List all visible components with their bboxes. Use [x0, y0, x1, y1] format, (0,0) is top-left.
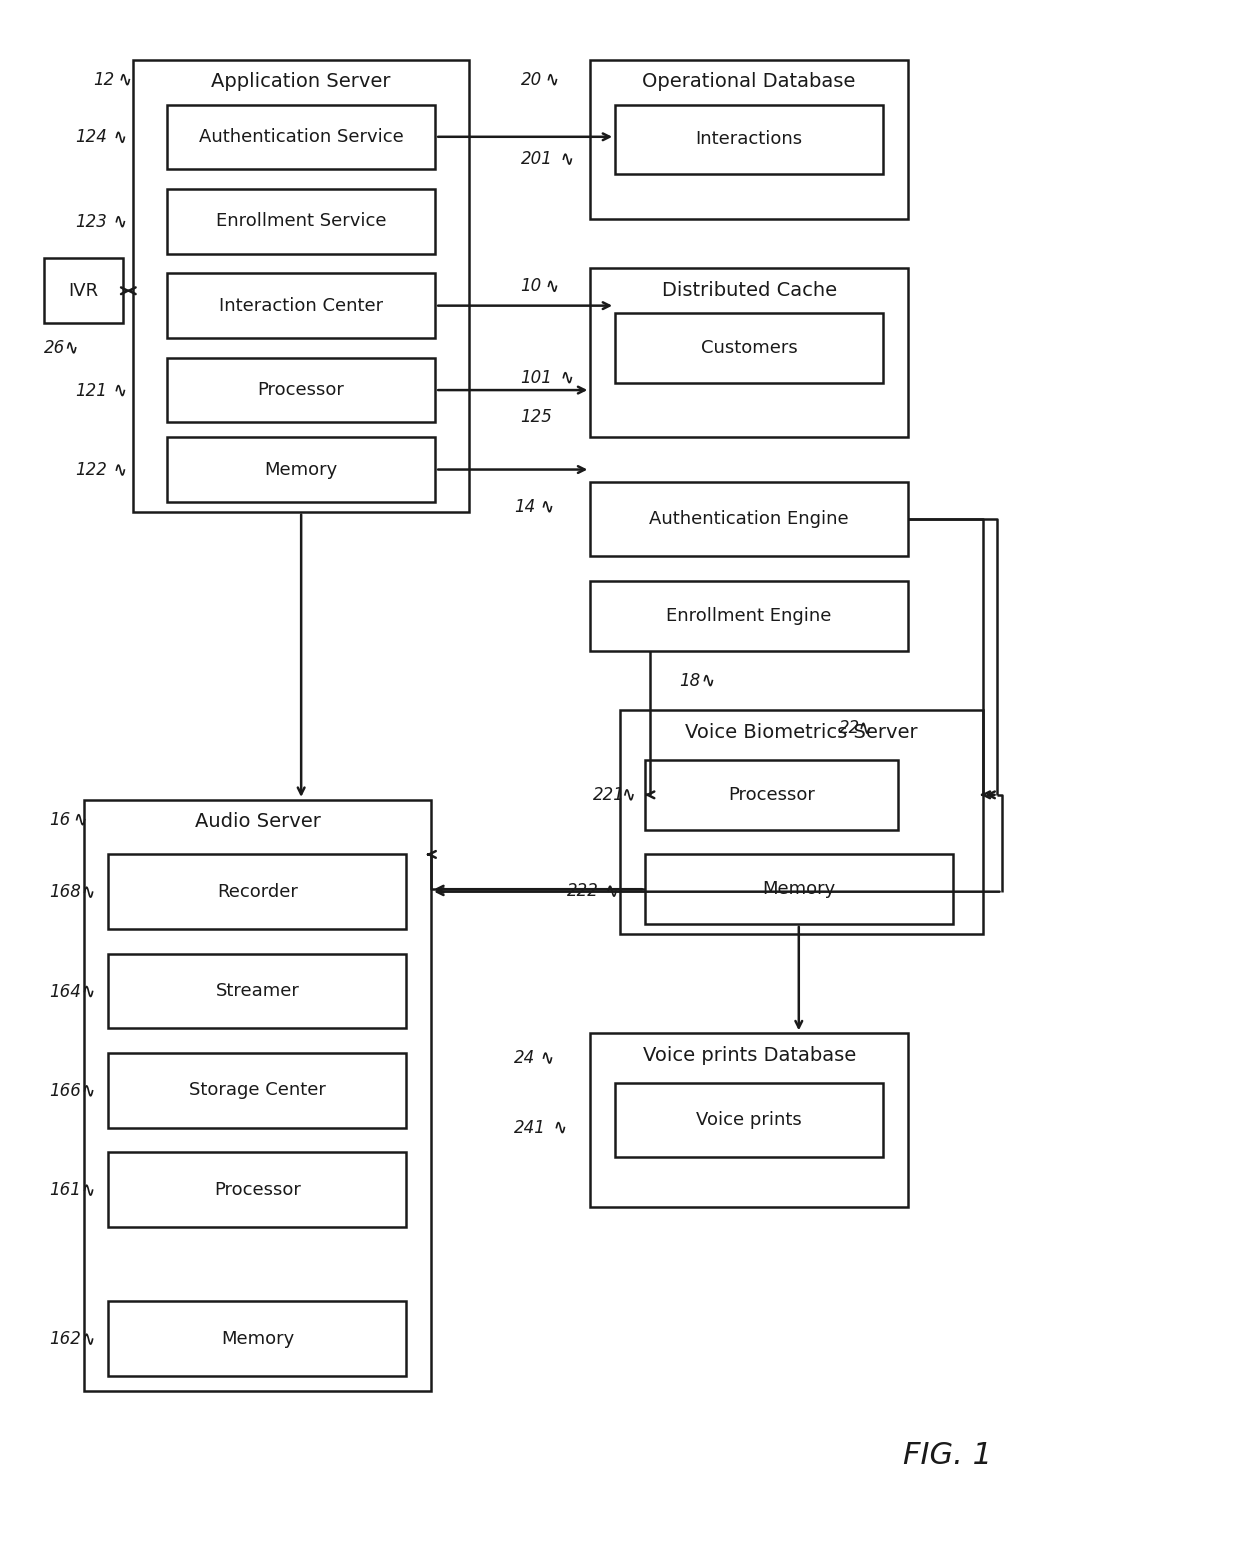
Bar [615, 313, 883, 382]
Bar [645, 854, 952, 924]
Text: 222: 222 [568, 882, 599, 901]
Text: 12: 12 [93, 71, 115, 89]
Text: 161: 161 [48, 1181, 81, 1200]
Text: Customers: Customers [701, 339, 797, 356]
Text: Enrollment Service: Enrollment Service [216, 213, 387, 230]
Bar [43, 259, 123, 322]
Text: 201: 201 [521, 150, 553, 168]
Bar [645, 760, 898, 830]
Bar [108, 1152, 407, 1227]
Text: IVR: IVR [68, 282, 99, 299]
Bar [167, 273, 435, 338]
Text: 164: 164 [48, 982, 81, 1001]
Text: Memory: Memory [763, 880, 836, 897]
Text: Enrollment Engine: Enrollment Engine [666, 608, 832, 625]
Text: 101: 101 [521, 369, 553, 387]
Text: Memory: Memory [264, 461, 337, 478]
Text: Voice prints: Voice prints [696, 1112, 802, 1129]
Text: Streamer: Streamer [216, 982, 299, 1001]
Bar [167, 438, 435, 501]
Text: 121: 121 [76, 381, 108, 399]
Text: Authentication Service: Authentication Service [198, 128, 403, 146]
Text: 20: 20 [521, 71, 542, 89]
Text: Application Server: Application Server [211, 72, 391, 91]
Text: 16: 16 [48, 811, 71, 828]
Text: 14: 14 [513, 498, 534, 515]
Text: 162: 162 [48, 1331, 81, 1348]
Bar [133, 60, 469, 512]
Bar [590, 581, 908, 651]
Bar [83, 800, 432, 1391]
Text: Interactions: Interactions [696, 130, 802, 148]
Text: Distributed Cache: Distributed Cache [662, 281, 837, 299]
Text: Voice Biometrics Server: Voice Biometrics Server [684, 723, 918, 742]
Bar [590, 483, 908, 557]
Text: Audio Server: Audio Server [195, 813, 320, 831]
Bar [167, 190, 435, 253]
Text: 123: 123 [76, 213, 108, 231]
Text: Operational Database: Operational Database [642, 72, 856, 91]
Bar [167, 105, 435, 170]
Bar [590, 1033, 908, 1207]
Text: Recorder: Recorder [217, 882, 298, 901]
Bar [590, 60, 908, 219]
Text: 124: 124 [76, 128, 108, 146]
Bar [615, 1082, 883, 1158]
Text: Processor: Processor [728, 786, 815, 803]
Text: 10: 10 [521, 278, 542, 295]
Bar [108, 1301, 407, 1375]
Text: Processor: Processor [258, 381, 345, 399]
Bar [108, 1053, 407, 1127]
Text: Voice prints Database: Voice prints Database [642, 1045, 856, 1064]
Text: 122: 122 [76, 461, 108, 480]
Bar [108, 954, 407, 1029]
Bar [590, 268, 908, 438]
Text: Processor: Processor [215, 1181, 301, 1198]
Text: 26: 26 [43, 339, 66, 356]
Bar [108, 854, 407, 928]
Text: 166: 166 [48, 1082, 81, 1099]
Text: Authentication Engine: Authentication Engine [650, 510, 849, 529]
Text: Interaction Center: Interaction Center [219, 296, 383, 315]
Text: 125: 125 [521, 409, 553, 427]
Text: 18: 18 [680, 672, 701, 689]
Bar [167, 358, 435, 423]
Text: 24: 24 [513, 1049, 534, 1067]
Text: FIG. 1: FIG. 1 [903, 1440, 992, 1470]
Text: 221: 221 [593, 786, 625, 803]
Text: 22: 22 [838, 719, 859, 737]
Text: Storage Center: Storage Center [188, 1081, 326, 1099]
Text: 241: 241 [513, 1118, 546, 1136]
Text: 168: 168 [48, 884, 81, 901]
Bar [620, 711, 982, 934]
Bar [615, 105, 883, 174]
Text: Memory: Memory [221, 1329, 294, 1348]
